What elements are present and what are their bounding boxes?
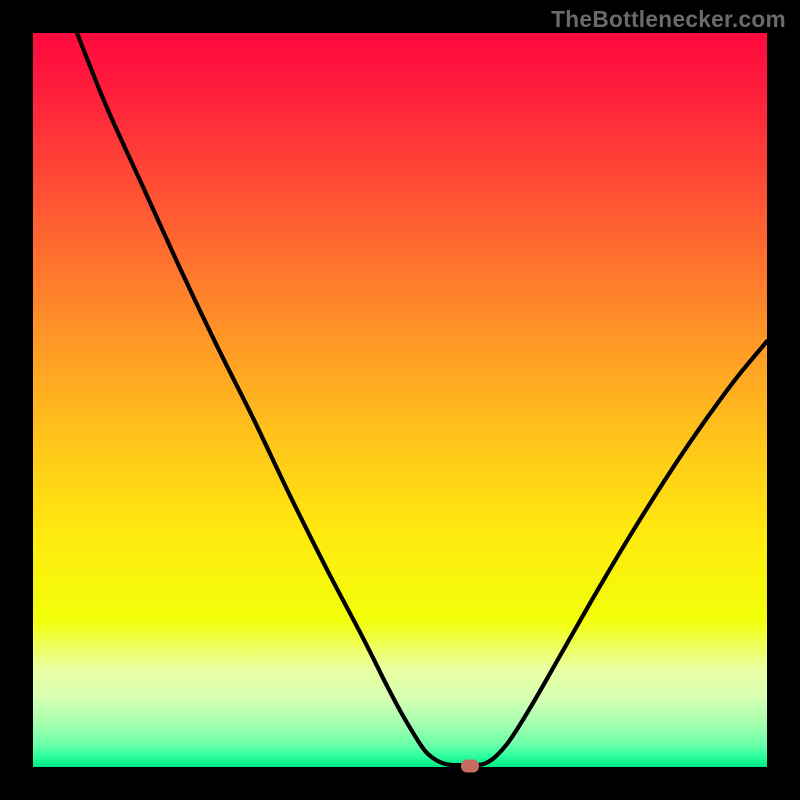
chart-frame: TheBottlenecker.com — [0, 0, 800, 800]
optimal-point-marker — [461, 760, 479, 773]
watermark-text: TheBottlenecker.com — [551, 6, 786, 33]
bottleneck-curve — [33, 33, 767, 767]
plot-area — [33, 33, 767, 767]
